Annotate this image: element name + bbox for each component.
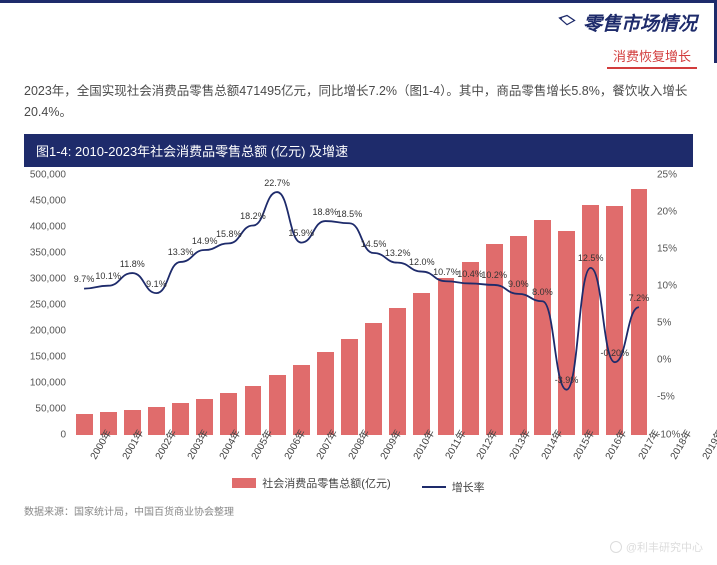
- line-point-label: 11.8%: [120, 259, 145, 269]
- line-point-label: 22.7%: [264, 178, 290, 188]
- y2-tick: 15%: [653, 243, 693, 254]
- line-point-label: -3.9%: [555, 375, 579, 385]
- y-axis-left: 050,000100,000150,000200,000250,000300,0…: [24, 175, 70, 435]
- legend-bar-label: 社会消费品零售总额(亿元): [262, 475, 390, 491]
- watermark-icon: [610, 541, 622, 553]
- y1-tick: 350,000: [24, 247, 70, 258]
- y2-tick: -5%: [653, 392, 693, 403]
- line-point-label: 14.9%: [192, 236, 218, 246]
- y1-tick: 450,000: [24, 195, 70, 206]
- line-point-label: 18.8%: [313, 207, 339, 217]
- legend-line-swatch: [422, 486, 446, 488]
- x-axis: 2000年2001年2002年2003年2004年2005年2006年2007年…: [72, 437, 651, 458]
- subheader-row: 消费恢复增长: [0, 40, 717, 75]
- body-paragraph: 2023年，全国实现社会消费品零售总额471495亿元，同比增长7.2%（图1-…: [0, 75, 717, 134]
- line-point-label: 7.2%: [629, 293, 650, 303]
- watermark-text: @利丰研究中心: [626, 539, 703, 555]
- line-point-label: 10.4%: [457, 269, 483, 279]
- line-point-label: 10.1%: [95, 271, 121, 281]
- chart-title: 图1-4: 2010-2023年社会消费品零售总额 (亿元) 及增速: [24, 134, 693, 167]
- line-point-label: 12.5%: [578, 253, 604, 263]
- legend: 社会消费品零售总额(亿元) 增长率: [24, 475, 693, 495]
- y1-tick: 300,000: [24, 273, 70, 284]
- legend-line-label: 增长率: [452, 479, 485, 495]
- y-axis-right: -10%-5%0%5%10%15%20%25%: [653, 175, 693, 435]
- y1-tick: 150,000: [24, 351, 70, 362]
- legend-bar-swatch: [232, 478, 256, 488]
- y1-tick: 50,000: [24, 403, 70, 414]
- line-point-label: 10.2%: [481, 270, 507, 280]
- y1-tick: 250,000: [24, 299, 70, 310]
- line-point-label: 9.1%: [146, 279, 167, 289]
- x-tick: 2019年: [692, 423, 717, 461]
- header-title: 零售市场情况: [583, 9, 697, 36]
- y1-tick: 200,000: [24, 325, 70, 336]
- y1-tick: 100,000: [24, 377, 70, 388]
- y2-tick: 25%: [653, 169, 693, 180]
- y1-tick: 0: [24, 429, 70, 440]
- plot-region: 9.7%10.1% 11.8%9.1% 13.3%14.9%15.8% 18.2% 22…: [72, 175, 651, 435]
- subheader-tag: 消费恢复增长: [607, 44, 697, 69]
- y2-tick: 0%: [653, 355, 693, 366]
- line-point-label: 13.3%: [168, 247, 194, 257]
- line-point-label: 18.5%: [337, 209, 363, 219]
- line-point-label: 15.8%: [216, 229, 242, 239]
- tag-icon: [557, 13, 577, 33]
- chart-area: 0 50,000 100,000 150,000 200,000 250,000 300,0…: [24, 175, 693, 495]
- line-point-label: 13.2%: [385, 248, 411, 258]
- chart-container: 图1-4: 2010-2023年社会消费品零售总额 (亿元) 及增速 0 50,0…: [0, 134, 717, 495]
- y2-tick: 20%: [653, 206, 693, 217]
- header: 零售市场情况: [0, 3, 717, 40]
- line-point-label: 10.7%: [433, 267, 459, 277]
- line-point-label: 8.0%: [532, 287, 553, 297]
- y1-tick: 500,000: [24, 169, 70, 180]
- y1-tick: 400,000: [24, 221, 70, 232]
- data-source: 数据来源：国家统计局，中国百货商业协会整理: [0, 495, 717, 518]
- line-point-label: 9.7%: [74, 274, 95, 284]
- y2-tick: 5%: [653, 318, 693, 329]
- line-point-label: 15.9%: [288, 228, 314, 238]
- line-point-label: 18.2%: [240, 211, 266, 221]
- line-point-label: -0.20%: [601, 348, 630, 358]
- line-point-label: 9.0%: [508, 279, 529, 289]
- legend-line: 增长率: [422, 479, 485, 495]
- watermark: @利丰研究中心: [610, 539, 703, 555]
- line-point-label: 14.5%: [361, 239, 387, 249]
- line-point-label: 12.0%: [409, 257, 435, 267]
- y2-tick: 10%: [653, 280, 693, 291]
- legend-bars: 社会消费品零售总额(亿元): [232, 475, 390, 491]
